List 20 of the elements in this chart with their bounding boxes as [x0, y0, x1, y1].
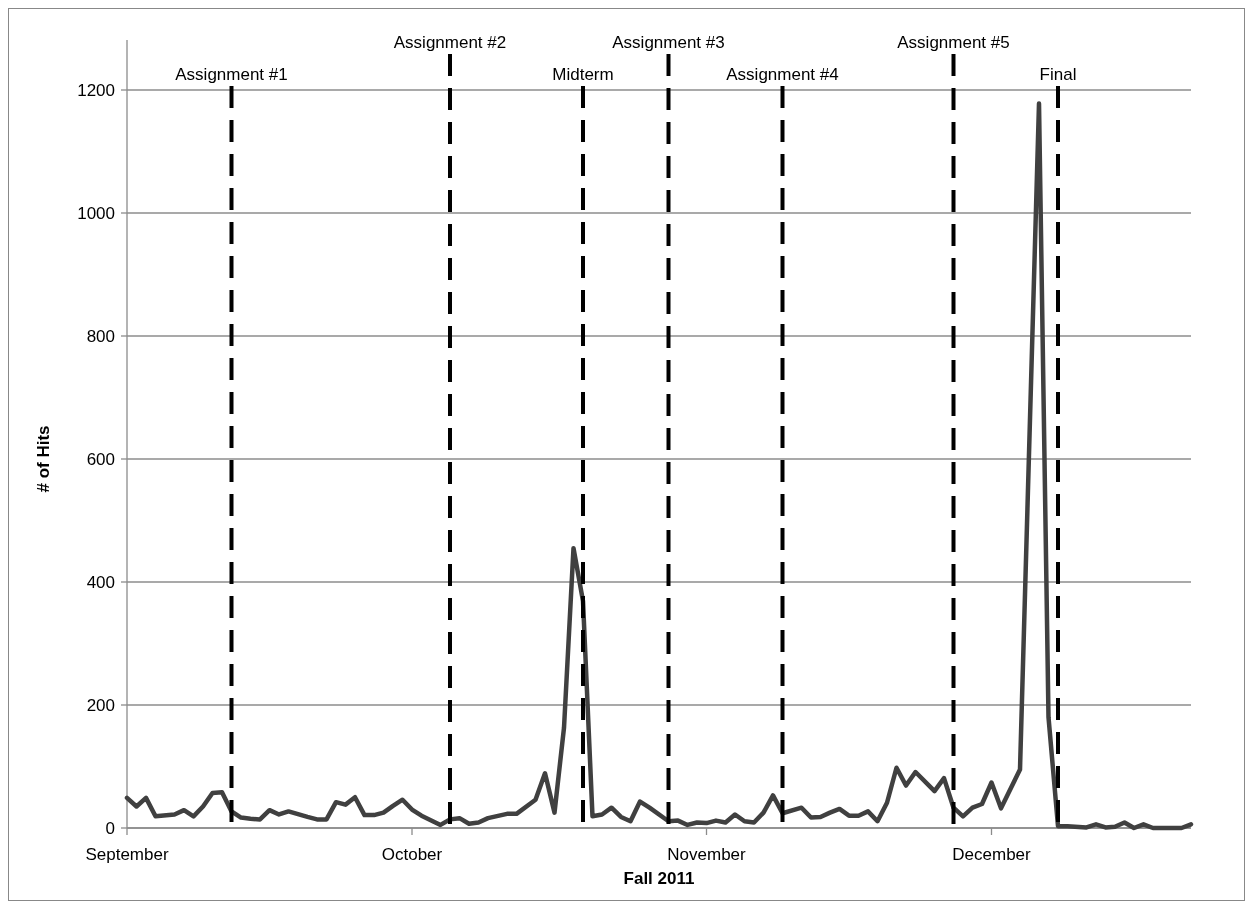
- ref-line-label: Final: [1039, 65, 1077, 84]
- ref-line-label: Assignment #3: [612, 33, 725, 52]
- x-axis-title: Fall 2011: [623, 869, 695, 888]
- y-tick-label: 400: [86, 572, 115, 592]
- y-tick-label: 1000: [77, 203, 115, 223]
- ref-line-label: Assignment #2: [393, 33, 507, 52]
- x-tick-label: December: [952, 845, 1032, 864]
- y-axis-title: # of Hits: [34, 425, 53, 493]
- ref-line-label: Assignment #5: [897, 33, 1010, 52]
- x-tick-label: October: [381, 845, 443, 864]
- ref-line-label: Midterm: [552, 65, 614, 84]
- ref-line-label: Assignment #4: [726, 65, 839, 84]
- y-tick-label: 600: [86, 449, 115, 469]
- y-tick-label: 0: [105, 818, 115, 838]
- ref-line-label: Assignment #1: [175, 65, 288, 84]
- x-tick-label: November: [667, 845, 747, 864]
- y-tick-label: 800: [86, 326, 115, 346]
- y-tick-label: 200: [86, 695, 115, 715]
- x-tick-label: September: [85, 845, 169, 864]
- y-tick-label: 1200: [77, 80, 115, 100]
